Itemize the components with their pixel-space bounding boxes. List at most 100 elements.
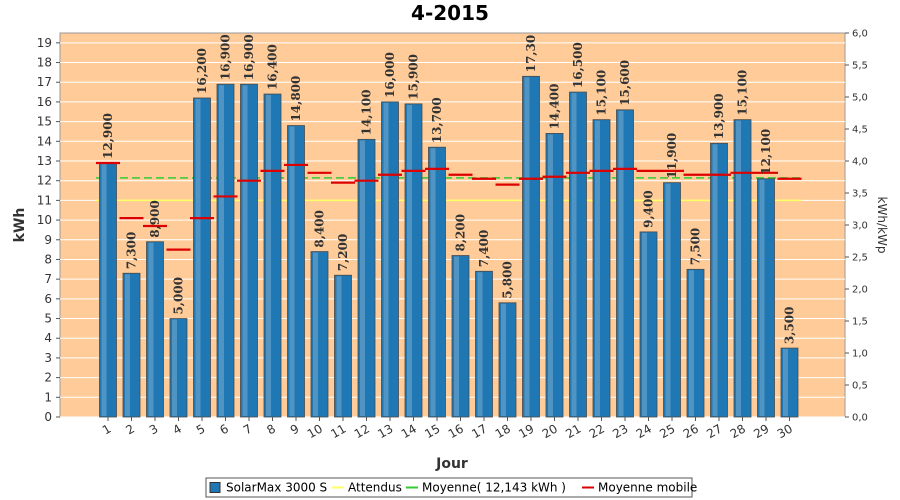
y2-tick-label: 2,0	[852, 285, 868, 296]
y2-tick-label: 1,0	[852, 349, 868, 360]
x-tick-label: 10	[305, 421, 325, 441]
data-label: 14,400	[548, 83, 562, 129]
x-tick-label: 20	[540, 421, 560, 441]
x-tick-label: 23	[610, 421, 630, 441]
data-label: 7,400	[477, 230, 491, 268]
y-tick-label: 1	[44, 390, 52, 404]
data-label: 15,600	[618, 60, 632, 106]
x-axis-ticks: 1 2 3 4 5 6 7 8 9 10 11 12 13 14 15 16 17 18 19 20 21 22 23 24 2…	[100, 417, 795, 441]
y-tick-label: 11	[37, 193, 52, 207]
y-tick-label: 12	[37, 174, 52, 188]
bar-highlight	[618, 110, 624, 417]
bar-highlight	[712, 144, 718, 416]
y2-axis-ticks: 0,0 0,5 1,0 1,5 2,0 2,5 3,0 3,5 4,0 4,5 5,0 5,5 6,0	[845, 29, 868, 424]
x-tick-label: 17	[469, 421, 489, 441]
x-tick-label: 2	[123, 421, 137, 437]
legend-label: Moyenne mobile	[598, 481, 697, 495]
x-axis-label: Jour	[435, 456, 468, 472]
data-label: 15,100	[595, 70, 609, 116]
bar-highlight	[172, 319, 177, 416]
data-label: 7,200	[336, 234, 350, 272]
y-tick-label: 19	[37, 36, 52, 50]
y2-tick-label: 6,0	[852, 29, 868, 40]
data-label: 16,400	[266, 44, 280, 90]
x-tick-label: 22	[587, 421, 607, 441]
y-tick-label: 15	[37, 115, 52, 129]
data-label: 16,200	[195, 48, 209, 94]
y2-tick-label: 4,0	[852, 157, 868, 168]
bar-highlight	[430, 148, 436, 416]
y2-tick-label: 5,5	[852, 61, 868, 72]
x-tick-label: 15	[422, 421, 442, 441]
data-label: 3,500	[783, 306, 797, 344]
x-tick-label: 19	[516, 421, 536, 441]
x-tick-label: 26	[681, 421, 701, 441]
bar-highlight	[665, 183, 671, 416]
chart-title: 4-2015	[411, 1, 489, 25]
y-tick-label: 4	[44, 331, 52, 345]
x-tick-label: 21	[563, 421, 583, 441]
x-tick-label: 24	[634, 421, 654, 441]
y2-tick-label: 4,5	[852, 125, 868, 136]
y2-tick-label: 5,0	[852, 93, 868, 104]
x-tick-label: 3	[147, 421, 161, 437]
bar-highlight	[548, 134, 553, 416]
bar-highlight	[407, 104, 412, 417]
bar-highlight	[360, 140, 365, 417]
bar-highlight	[313, 252, 318, 416]
bar-highlight	[383, 102, 389, 416]
data-label: 13,700	[430, 97, 444, 143]
data-label: 14,800	[289, 76, 303, 122]
data-labels: 12,900 7,300 8,900 5,000 16,200 16,900 16,900 1…	[101, 34, 797, 344]
bar-highlight	[454, 256, 459, 416]
x-tick-label: 4	[170, 421, 184, 437]
legend-label: Moyenne( 12,143 kWh )	[422, 481, 566, 495]
x-tick-label: 18	[493, 421, 513, 441]
x-tick-label: 25	[657, 421, 677, 441]
data-label: 15,100	[736, 70, 750, 116]
bar-highlight	[783, 349, 788, 416]
x-tick-label: 13	[375, 421, 395, 441]
y-tick-label: 5	[44, 312, 52, 326]
x-tick-label: 7	[241, 421, 255, 437]
y2-tick-label: 3,5	[852, 189, 868, 200]
data-label: 11,900	[665, 133, 679, 179]
data-label: 12,900	[101, 113, 115, 159]
data-label: 17,30	[524, 35, 538, 73]
data-label: 14,100	[360, 89, 374, 135]
bar-highlight	[501, 303, 506, 416]
data-label: 8,400	[313, 210, 327, 248]
x-tick-label: 14	[399, 421, 419, 441]
data-label: 9,400	[642, 190, 656, 228]
y-tick-label: 0	[44, 410, 52, 424]
y-tick-label: 6	[44, 292, 52, 306]
bar-highlight	[242, 85, 248, 416]
y-tick-label: 13	[37, 154, 52, 168]
legend: SolarMax 3000 S Attendus Moyenne( 12,143 k…	[205, 477, 697, 498]
x-tick-label: 29	[751, 421, 771, 441]
legend-swatch	[209, 482, 221, 493]
bars	[99, 75, 799, 418]
y-tick-label: 10	[37, 213, 52, 227]
y-tick-label: 14	[37, 134, 52, 148]
bar-highlight	[219, 85, 224, 416]
data-label: 13,900	[712, 93, 726, 139]
data-label: 16,500	[571, 42, 585, 88]
bar-highlight	[101, 163, 107, 416]
y2-tick-label: 3,0	[852, 221, 868, 232]
y-tick-label: 8	[44, 252, 52, 266]
x-tick-label: 1	[100, 421, 114, 437]
data-label: 5,800	[501, 261, 515, 299]
bar-highlight	[595, 120, 600, 417]
data-label: 16,900	[242, 34, 256, 80]
bar-highlight	[689, 270, 694, 416]
bar-highlight	[266, 95, 271, 417]
data-label: 8,900	[148, 200, 162, 238]
y2-tick-label: 0,5	[852, 381, 868, 392]
bar-highlight	[736, 120, 741, 417]
bar-highlight	[571, 93, 577, 417]
y2-tick-label: 2,5	[852, 253, 868, 264]
x-tick-label: 6	[217, 421, 231, 437]
